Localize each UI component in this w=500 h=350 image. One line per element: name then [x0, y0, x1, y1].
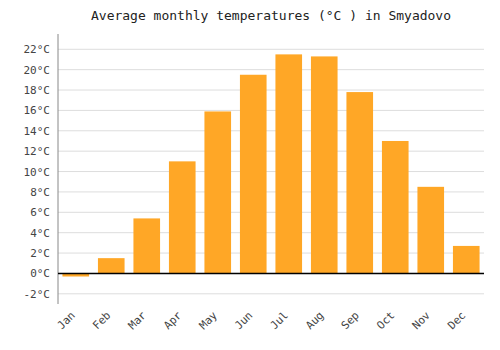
bars: [62, 54, 479, 276]
x-tick-label: Jan: [55, 309, 78, 332]
grid-line: [58, 49, 484, 50]
x-tick-labels: Jan Feb Mar Apr May Jun Jul Aug Sep Oct Nov Dec: [55, 309, 469, 333]
chart-svg: Average monthly temperatures (°C ) in Sm…: [0, 0, 500, 350]
bar: [133, 218, 160, 273]
y-tick-label: 16°C: [24, 104, 51, 117]
y-tick-label: 0°C: [30, 267, 50, 280]
y-tick-label: 8°C: [30, 186, 50, 199]
y-tick-label: 2°C: [30, 247, 50, 260]
grid-line: [58, 293, 484, 294]
x-tick-label: Apr: [161, 309, 185, 333]
y-tick-label: 12°C: [24, 145, 51, 158]
grid-line: [58, 151, 484, 152]
y-tick-label: 4°C: [30, 227, 50, 240]
x-tick-label: Dec: [445, 309, 468, 332]
chart-container: Average monthly temperatures (°C ) in Sm…: [0, 0, 500, 350]
x-tick-label: Nov: [410, 309, 434, 333]
bar: [204, 111, 231, 273]
chart-title: Average monthly temperatures (°C ) in Sm…: [91, 8, 451, 23]
y-tick-label: 20°C: [24, 64, 51, 77]
bar: [417, 187, 444, 274]
y-tick-label: 6°C: [30, 206, 50, 219]
bar: [169, 161, 196, 273]
y-tick-label: 18°C: [24, 84, 51, 97]
x-tick-label: Aug: [303, 309, 326, 332]
grid-line: [58, 69, 484, 70]
grid-line: [58, 90, 484, 91]
y-tick-label: -2°C: [24, 288, 51, 301]
x-tick-label: Jul: [268, 309, 291, 332]
y-tick-label: 14°C: [24, 125, 51, 138]
y-tick-label: 10°C: [24, 166, 51, 179]
x-tick-label: Jun: [232, 309, 255, 332]
bar: [382, 141, 409, 273]
y-grid: [58, 49, 484, 294]
grid-line: [58, 130, 484, 131]
y-tick-labels: -2°C 0°C 2°C 4°C 6°C 8°C 10°C 12°C 14°C 16°C 18°C 2…: [24, 43, 51, 301]
x-tick-label: May: [197, 309, 221, 333]
bar: [453, 246, 480, 274]
y-axis-line: [58, 34, 59, 304]
grid-line: [58, 273, 484, 274]
x-tick-label: Mar: [126, 309, 150, 333]
bar: [98, 258, 125, 273]
bar: [275, 54, 302, 273]
x-tick-label: Oct: [374, 309, 397, 332]
grid-line: [58, 110, 484, 111]
zero-line: [58, 273, 484, 275]
bar: [240, 75, 267, 274]
bar: [311, 56, 338, 273]
x-tick-label: Feb: [90, 309, 113, 332]
bar: [346, 92, 373, 273]
y-tick-label: 22°C: [24, 43, 51, 56]
x-tick-label: Sep: [339, 309, 362, 332]
grid-line: [58, 171, 484, 172]
